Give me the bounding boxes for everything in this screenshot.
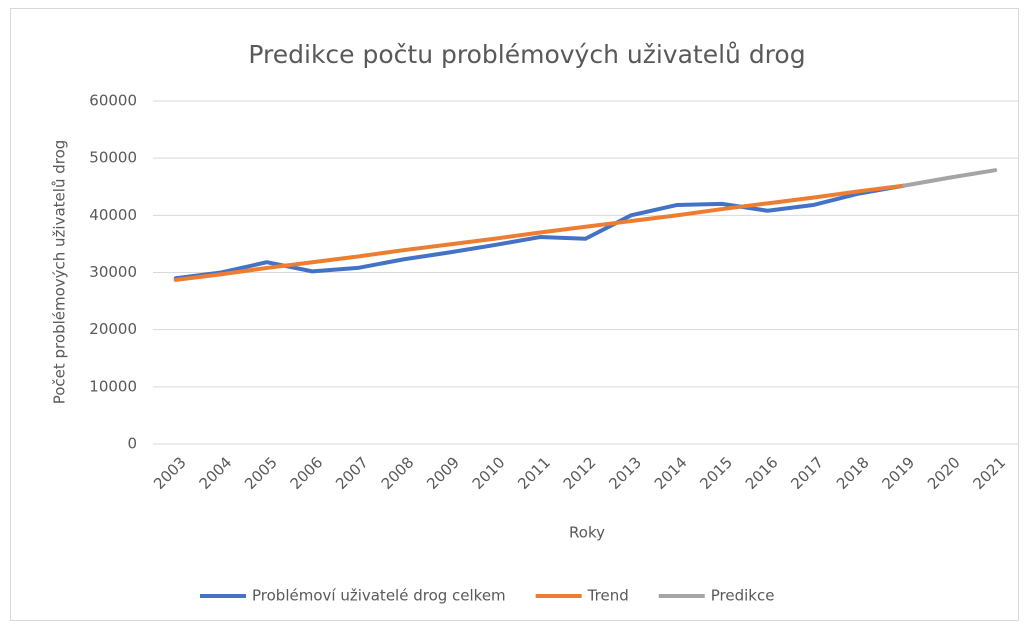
y-axis-label: Počet problémových uživatelů drog xyxy=(51,140,69,405)
legend-label: Problémoví uživatelé drog celkem xyxy=(252,587,506,605)
x-axis-label: Roky xyxy=(569,524,605,542)
legend-label: Predikce xyxy=(711,587,775,605)
chart-title: Predikce počtu problémových uživatelů dr… xyxy=(248,40,805,69)
series-line xyxy=(902,168,998,188)
y-tick-label: 60000 xyxy=(89,92,137,110)
y-tick-label: 40000 xyxy=(89,206,137,224)
y-tick-label: 30000 xyxy=(89,263,137,281)
y-tick-label: 0 xyxy=(127,435,137,453)
series-line xyxy=(173,183,907,282)
legend-label: Trend xyxy=(587,587,629,605)
series-line xyxy=(173,183,907,281)
y-tick-label: 10000 xyxy=(89,377,137,395)
y-tick-label: 50000 xyxy=(89,149,137,167)
y-tick-label: 20000 xyxy=(89,320,137,338)
chart-frame xyxy=(10,8,1019,621)
